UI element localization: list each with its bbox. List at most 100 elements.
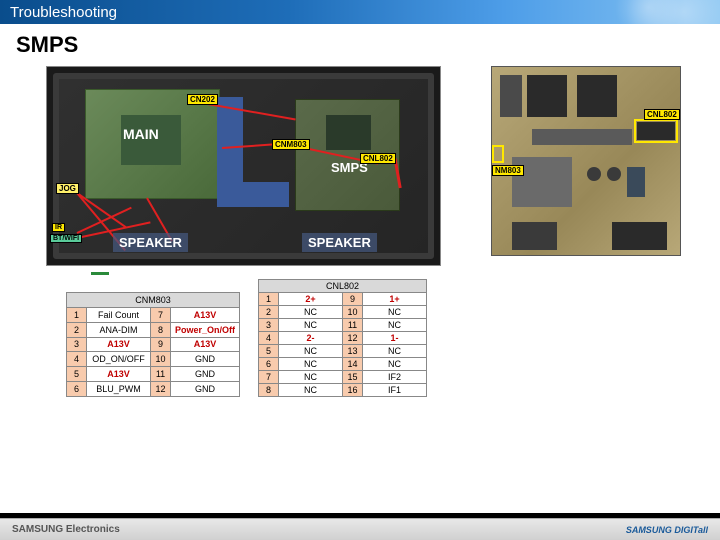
table-row: 12+91+	[259, 293, 427, 306]
table-row: 42-121-	[259, 332, 427, 345]
green-mark	[91, 272, 109, 275]
main-label: MAIN	[119, 125, 163, 143]
tag-ir: IR	[52, 223, 65, 232]
table-row: 5A13V11GND	[67, 367, 240, 382]
pcb-capacitor	[607, 167, 621, 181]
pin-num: 9	[151, 337, 171, 352]
table-cnm803-title: CNM803	[67, 293, 240, 308]
pin-num: 3	[259, 319, 279, 332]
pin-val: NC	[363, 319, 427, 332]
pin-num: 14	[343, 358, 363, 371]
table-row: 6NC14NC	[259, 358, 427, 371]
pcb-component	[627, 167, 645, 197]
pin-val: NC	[363, 358, 427, 371]
pcb-photo: NM803 CNL802	[491, 66, 681, 256]
footer-left: SAMSUNG Electronics	[12, 524, 120, 535]
speaker-label-left: SPEAKER	[113, 233, 188, 252]
pin-num: 7	[151, 307, 171, 322]
pin-num: 11	[343, 319, 363, 332]
table-row: 7NC15IF2	[259, 371, 427, 384]
tag-cnl802: CNL802	[360, 153, 396, 164]
tv-panel-diagram: MAIN SMPS SPEAKER SPEAKER CN202 CNM803 C…	[46, 66, 441, 266]
pin-num: 8	[259, 384, 279, 397]
content-area: SMPS MAIN SMPS SPEAKER SPEA	[0, 24, 720, 397]
table-cnm803: CNM803 1Fail Count7A13V2ANA-DIM8Power_On…	[66, 292, 240, 397]
table-row: 2NC10NC	[259, 306, 427, 319]
pin-val: 1+	[363, 293, 427, 306]
pin-num: 5	[67, 367, 87, 382]
pcb-highlight-right	[634, 119, 678, 143]
pcb-component	[612, 222, 667, 250]
pin-val: GND	[171, 352, 240, 367]
pin-val: Fail Count	[87, 307, 151, 322]
pin-val: NC	[279, 319, 343, 332]
pcb-component	[532, 129, 632, 145]
pin-num: 9	[343, 293, 363, 306]
pcb-component	[527, 75, 567, 117]
pin-val: IF1	[363, 384, 427, 397]
pin-val: IF2	[363, 371, 427, 384]
footer: SAMSUNG Electronics SAMSUNG DIGITall	[0, 518, 720, 540]
pin-num: 1	[259, 293, 279, 306]
pin-val: NC	[363, 306, 427, 319]
pcb-tag-left: NM803	[492, 165, 524, 176]
pin-val: NC	[279, 345, 343, 358]
images-row: MAIN SMPS SPEAKER SPEAKER CN202 CNM803 C…	[16, 66, 704, 266]
pin-num: 4	[67, 352, 87, 367]
table-row: 6BLU_PWM12GND	[67, 382, 240, 397]
table-row: 8NC16IF1	[259, 384, 427, 397]
pin-val: NC	[279, 358, 343, 371]
pin-val: A13V	[171, 307, 240, 322]
pin-val: NC	[279, 384, 343, 397]
table-row: 2ANA-DIM8Power_On/Off	[67, 322, 240, 337]
pin-num: 10	[151, 352, 171, 367]
pin-num: 13	[343, 345, 363, 358]
pin-val: A13V	[171, 337, 240, 352]
pin-num: 1	[67, 307, 87, 322]
pin-num: 12	[343, 332, 363, 345]
main-board	[85, 89, 220, 199]
speaker-label-right: SPEAKER	[302, 233, 377, 252]
pin-num: 10	[343, 306, 363, 319]
footer-right: SAMSUNG DIGITall	[626, 525, 708, 535]
pin-num: 8	[151, 322, 171, 337]
pin-val: NC	[279, 306, 343, 319]
pin-num: 2	[259, 306, 279, 319]
pin-val: GND	[171, 367, 240, 382]
pin-num: 12	[151, 382, 171, 397]
table-row: 5NC13NC	[259, 345, 427, 358]
pcb-component	[577, 75, 617, 117]
pin-val: GND	[171, 382, 240, 397]
pcb-highlight-left	[492, 145, 504, 163]
pcb-tag-right: CNL802	[644, 109, 680, 120]
table-row: 3A13V9A13V	[67, 337, 240, 352]
blue-overlay	[217, 182, 289, 207]
pin-num: 2	[67, 322, 87, 337]
pin-val: NC	[279, 371, 343, 384]
pcb-component	[500, 75, 522, 117]
pin-val: 2-	[279, 332, 343, 345]
table-row: 3NC11NC	[259, 319, 427, 332]
table-cnl802-title: CNL802	[259, 280, 427, 293]
pcb-component	[512, 222, 557, 250]
pin-val: ANA-DIM	[87, 322, 151, 337]
pin-val: A13V	[87, 337, 151, 352]
tag-cnm803: CNM803	[272, 139, 310, 150]
pin-val: A13V	[87, 367, 151, 382]
pin-val: BLU_PWM	[87, 382, 151, 397]
table-row: 1Fail Count7A13V	[67, 307, 240, 322]
table-row: 4OD_ON/OFF10GND	[67, 352, 240, 367]
pin-num: 16	[343, 384, 363, 397]
page-title: SMPS	[16, 32, 704, 58]
pin-num: 15	[343, 371, 363, 384]
pin-num: 4	[259, 332, 279, 345]
pin-num: 5	[259, 345, 279, 358]
tag-cn202: CN202	[187, 94, 218, 105]
tag-btwifi: BT/WIFI	[50, 234, 82, 243]
pin-num: 11	[151, 367, 171, 382]
header-bar: Troubleshooting	[0, 0, 720, 24]
pin-num: 3	[67, 337, 87, 352]
tables-row: CNM803 1Fail Count7A13V2ANA-DIM8Power_On…	[66, 279, 704, 397]
pin-val: 2+	[279, 293, 343, 306]
pin-val: 1-	[363, 332, 427, 345]
